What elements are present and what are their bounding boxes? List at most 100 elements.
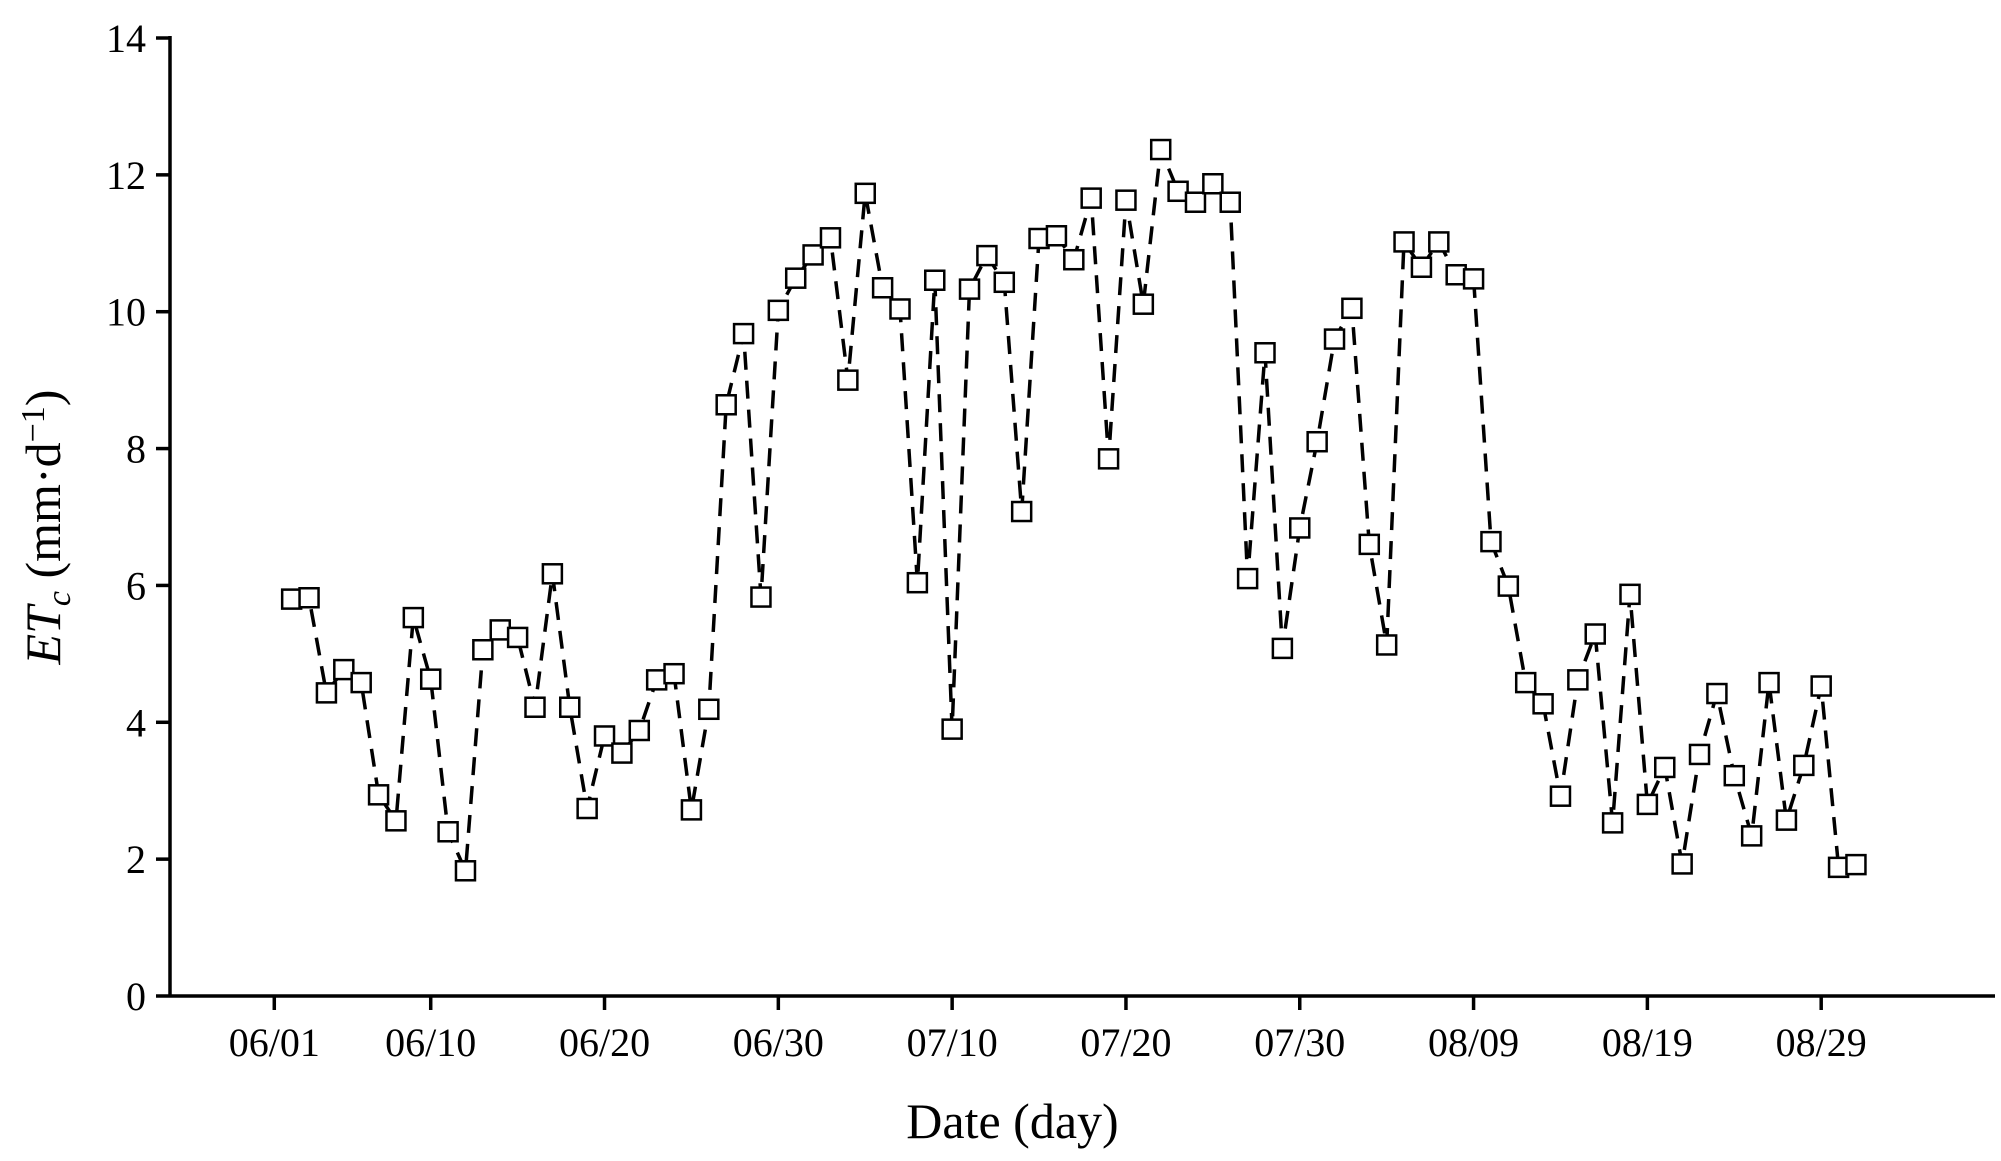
data-point [1775, 809, 1798, 831]
data-point [593, 725, 616, 747]
series-group [280, 138, 1867, 882]
data-point [1063, 248, 1085, 271]
data-point [1184, 191, 1207, 213]
data-point [1132, 293, 1155, 315]
data-point [698, 698, 720, 721]
data-point [1219, 191, 1241, 213]
y-tick-label: 0 [126, 974, 146, 1019]
x-tick-label: 06/10 [385, 1020, 476, 1065]
data-point [1080, 187, 1102, 209]
data-point [871, 277, 894, 299]
data-point [1097, 448, 1120, 470]
data-point [419, 668, 442, 690]
x-ticks: 06/01 06/10 06/20 06/30 07/10 07/20 07/30 08/09… [229, 996, 1867, 1065]
data-point [1636, 793, 1659, 816]
data-point [819, 227, 842, 249]
x-tick-label: 07/30 [1254, 1020, 1345, 1065]
y-tick-label: 4 [126, 700, 146, 745]
data-point [941, 718, 963, 740]
data-point [1532, 693, 1554, 715]
data-point [1358, 533, 1381, 556]
data-point [1549, 785, 1572, 807]
data-point [924, 269, 946, 291]
x-axis-title: Date (day) [906, 1093, 1118, 1149]
data-point [958, 278, 981, 300]
data-point [802, 244, 824, 266]
data-point [680, 799, 703, 821]
data-point [854, 182, 876, 205]
data-point [1619, 583, 1641, 606]
data-point [350, 671, 372, 694]
data-point [1323, 328, 1346, 350]
y-tick-label: 2 [126, 837, 146, 882]
data-point [976, 244, 998, 267]
x-tick-label: 07/10 [907, 1020, 998, 1065]
data-point [767, 299, 790, 322]
x-tick-label: 06/20 [559, 1020, 650, 1065]
data-point [1115, 189, 1137, 211]
data-point [1793, 754, 1815, 777]
data-point [1410, 256, 1433, 278]
data-point [1810, 675, 1832, 697]
axes-group [168, 36, 1995, 998]
data-point [1167, 180, 1189, 203]
y-tick-label: 10 [106, 290, 146, 335]
data-point [333, 658, 355, 681]
data-point [837, 369, 859, 391]
data-point [1567, 669, 1589, 691]
data-point [1149, 138, 1172, 161]
data-point [1654, 756, 1676, 779]
data-point [611, 742, 633, 764]
data-point [750, 586, 772, 608]
data-point [1601, 812, 1624, 834]
data-point [1706, 682, 1728, 705]
y-axis-title-main: ET [15, 603, 71, 666]
data-point [315, 682, 338, 704]
data-point [784, 267, 807, 289]
data-point [1480, 530, 1502, 553]
data-point [1202, 173, 1224, 195]
x-tick-label: 08/19 [1602, 1020, 1693, 1065]
y-axis-title-sup: −1 [15, 406, 52, 442]
data-point [559, 696, 581, 718]
y-tick-label: 8 [126, 427, 146, 472]
x-tick-label: 08/29 [1776, 1020, 1867, 1065]
y-axis-title-sub: c [41, 591, 78, 606]
data-point [1045, 225, 1068, 247]
data-point [1758, 671, 1780, 694]
x-tick-label: 06/01 [229, 1020, 320, 1065]
data-point [1497, 575, 1520, 597]
y-ticks: 0 2 4 6 8 10 12 14 [106, 16, 170, 1019]
data-point [1341, 297, 1363, 320]
x-tick-label: 07/20 [1080, 1020, 1171, 1065]
data-point [1723, 764, 1746, 787]
data-point [1236, 567, 1259, 590]
data-point [506, 626, 529, 649]
data-point [1584, 623, 1606, 645]
data-point [663, 662, 685, 685]
data-point [732, 322, 755, 345]
data-point [402, 606, 425, 629]
data-point [1514, 671, 1537, 694]
data-point [1393, 231, 1415, 253]
data-point [906, 571, 929, 594]
data-point [524, 696, 546, 718]
data-point [1289, 517, 1311, 539]
data-point [715, 394, 737, 416]
data-point [1254, 342, 1276, 364]
data-point [472, 639, 494, 661]
data-point [1671, 853, 1693, 875]
data-point [628, 719, 651, 742]
data-point [1462, 268, 1485, 290]
data-point [437, 821, 459, 843]
data-point [1688, 743, 1711, 766]
data-point [298, 586, 320, 609]
data-point [1845, 853, 1867, 876]
data-point [1306, 430, 1328, 453]
data-point [454, 860, 477, 882]
x-tick-label: 08/09 [1428, 1020, 1519, 1065]
y-tick-label: 14 [106, 16, 146, 61]
data-point [889, 298, 911, 320]
